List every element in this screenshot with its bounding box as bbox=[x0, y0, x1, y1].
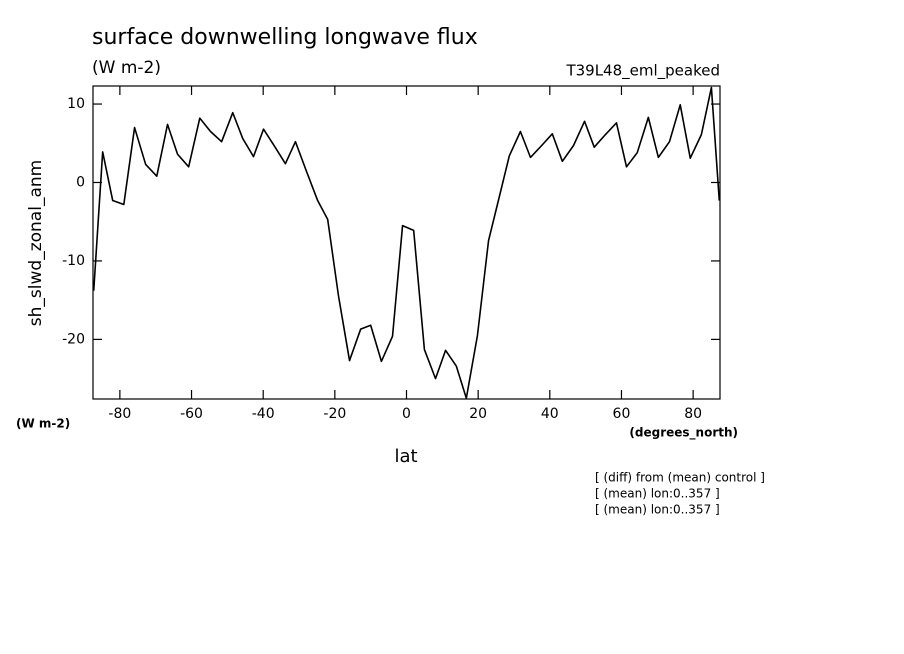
units: (W m-2) bbox=[92, 58, 161, 78]
x-tick-label: 20 bbox=[469, 406, 487, 422]
y-units: (W m-2) bbox=[16, 417, 70, 431]
x-tick-label: 0 bbox=[402, 406, 411, 422]
x-tick-label: 80 bbox=[684, 406, 702, 422]
chart-title: surface downwelling longwave flux bbox=[92, 25, 478, 50]
note: [ (mean) lon:0..357 ] bbox=[595, 487, 720, 501]
x-tick-label: 60 bbox=[613, 406, 631, 422]
y-axis-label: sh_slwd_zonal_anm bbox=[26, 160, 46, 326]
plot-frame bbox=[92, 85, 721, 400]
x-tick-label: 40 bbox=[541, 406, 559, 422]
y-tick-label: -10 bbox=[62, 253, 85, 269]
x-tick-label: -40 bbox=[252, 406, 275, 422]
note: [ (mean) lon:0..357 ] bbox=[595, 503, 720, 517]
y-tick-label: 10 bbox=[67, 96, 85, 112]
y-tick-label: 0 bbox=[76, 174, 85, 190]
dataset-label: T39L48_eml_peaked bbox=[565, 62, 720, 81]
x-units: (degrees_north) bbox=[629, 426, 738, 441]
x-tick-label: -60 bbox=[180, 406, 203, 422]
data-line bbox=[92, 86, 721, 400]
x-axis-label: lat bbox=[394, 446, 417, 467]
x-tick-label: -80 bbox=[108, 406, 131, 422]
note: [ (diff) from (mean) control ] bbox=[595, 471, 765, 485]
y-tick-label: -20 bbox=[62, 331, 85, 347]
x-tick-label: -20 bbox=[323, 406, 346, 422]
